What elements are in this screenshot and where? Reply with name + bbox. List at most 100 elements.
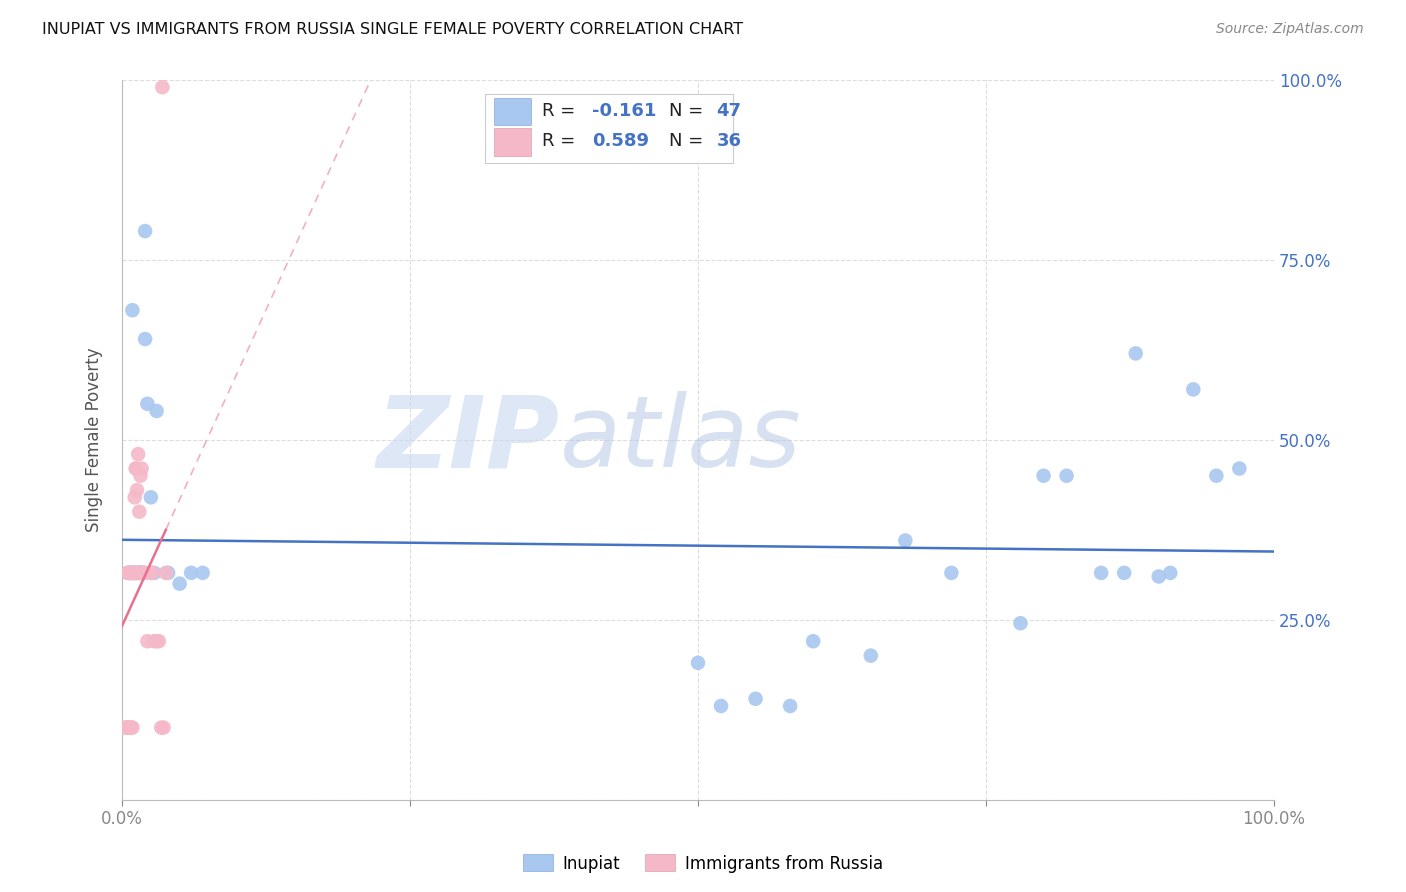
Point bbox=[180, 566, 202, 580]
Text: -0.161: -0.161 bbox=[592, 102, 657, 120]
Point bbox=[124, 566, 146, 580]
Text: Source: ZipAtlas.com: Source: ZipAtlas.com bbox=[1216, 22, 1364, 37]
Point bbox=[122, 566, 145, 580]
Text: N =: N = bbox=[669, 102, 709, 120]
Point bbox=[125, 461, 148, 475]
Text: INUPIAT VS IMMIGRANTS FROM RUSSIA SINGLE FEMALE POVERTY CORRELATION CHART: INUPIAT VS IMMIGRANTS FROM RUSSIA SINGLE… bbox=[42, 22, 744, 37]
Point bbox=[129, 468, 152, 483]
Point bbox=[128, 566, 150, 580]
Point bbox=[128, 566, 150, 580]
Point bbox=[744, 691, 766, 706]
Point bbox=[128, 566, 150, 580]
Text: 0.589: 0.589 bbox=[592, 132, 650, 150]
Point bbox=[120, 721, 142, 735]
Point bbox=[141, 566, 163, 580]
FancyBboxPatch shape bbox=[494, 98, 531, 125]
Point bbox=[128, 505, 150, 519]
Point bbox=[1032, 468, 1054, 483]
Point bbox=[155, 566, 177, 580]
Point bbox=[121, 721, 143, 735]
Point bbox=[143, 634, 166, 648]
Point bbox=[152, 721, 174, 735]
Point bbox=[134, 224, 156, 238]
Point bbox=[132, 566, 155, 580]
Point bbox=[779, 698, 801, 713]
Text: 47: 47 bbox=[717, 102, 741, 120]
Point bbox=[125, 566, 148, 580]
Point bbox=[1125, 346, 1147, 360]
Point bbox=[145, 404, 167, 418]
Point bbox=[131, 461, 153, 475]
Point bbox=[124, 491, 146, 505]
Point bbox=[139, 491, 162, 505]
Point bbox=[191, 566, 214, 580]
Point bbox=[122, 566, 145, 580]
Text: N =: N = bbox=[669, 132, 709, 150]
Point bbox=[125, 461, 148, 475]
Point bbox=[710, 698, 733, 713]
Point bbox=[131, 566, 153, 580]
Text: R =: R = bbox=[543, 102, 582, 120]
Point bbox=[117, 566, 139, 580]
Point bbox=[120, 566, 142, 580]
Point bbox=[120, 566, 142, 580]
Point bbox=[859, 648, 882, 663]
Point bbox=[139, 566, 162, 580]
Y-axis label: Single Female Poverty: Single Female Poverty bbox=[86, 348, 103, 532]
Point bbox=[120, 721, 142, 735]
Point bbox=[132, 566, 155, 580]
Point bbox=[125, 483, 148, 497]
Point bbox=[1090, 566, 1112, 580]
Point bbox=[118, 721, 141, 735]
Point bbox=[115, 721, 138, 735]
Point bbox=[122, 566, 145, 580]
Text: atlas: atlas bbox=[560, 392, 801, 488]
Point bbox=[169, 576, 191, 591]
Point bbox=[121, 303, 143, 318]
Text: ZIP: ZIP bbox=[377, 392, 560, 488]
Point bbox=[118, 566, 141, 580]
Point bbox=[1056, 468, 1078, 483]
Point bbox=[150, 721, 173, 735]
Point bbox=[1010, 616, 1032, 631]
Point bbox=[134, 566, 156, 580]
Point bbox=[1147, 569, 1170, 583]
Point bbox=[150, 80, 173, 95]
Point bbox=[157, 566, 180, 580]
Point bbox=[121, 566, 143, 580]
Point bbox=[118, 566, 141, 580]
FancyBboxPatch shape bbox=[494, 128, 531, 155]
Point bbox=[148, 634, 170, 648]
Point bbox=[127, 447, 149, 461]
Point bbox=[125, 566, 148, 580]
Point bbox=[117, 721, 139, 735]
Text: R =: R = bbox=[543, 132, 582, 150]
Point bbox=[894, 533, 917, 548]
Text: 36: 36 bbox=[717, 132, 741, 150]
Point bbox=[122, 566, 145, 580]
Point bbox=[1159, 566, 1181, 580]
Point bbox=[117, 566, 139, 580]
Point bbox=[114, 721, 136, 735]
Point bbox=[1205, 468, 1227, 483]
Point bbox=[122, 566, 145, 580]
Point bbox=[1182, 383, 1205, 397]
Point bbox=[134, 332, 156, 346]
Legend: Inupiat, Immigrants from Russia: Inupiat, Immigrants from Russia bbox=[516, 847, 890, 880]
FancyBboxPatch shape bbox=[485, 95, 733, 162]
Point bbox=[132, 566, 155, 580]
Point bbox=[143, 566, 166, 580]
Point bbox=[1114, 566, 1136, 580]
Point bbox=[127, 566, 149, 580]
Point bbox=[686, 656, 709, 670]
Point bbox=[120, 566, 142, 580]
Point bbox=[801, 634, 824, 648]
Point bbox=[129, 566, 152, 580]
Point bbox=[136, 397, 159, 411]
Point bbox=[121, 566, 143, 580]
Point bbox=[120, 566, 142, 580]
Point bbox=[136, 634, 159, 648]
Point bbox=[145, 634, 167, 648]
Point bbox=[941, 566, 963, 580]
Point bbox=[1227, 461, 1250, 475]
